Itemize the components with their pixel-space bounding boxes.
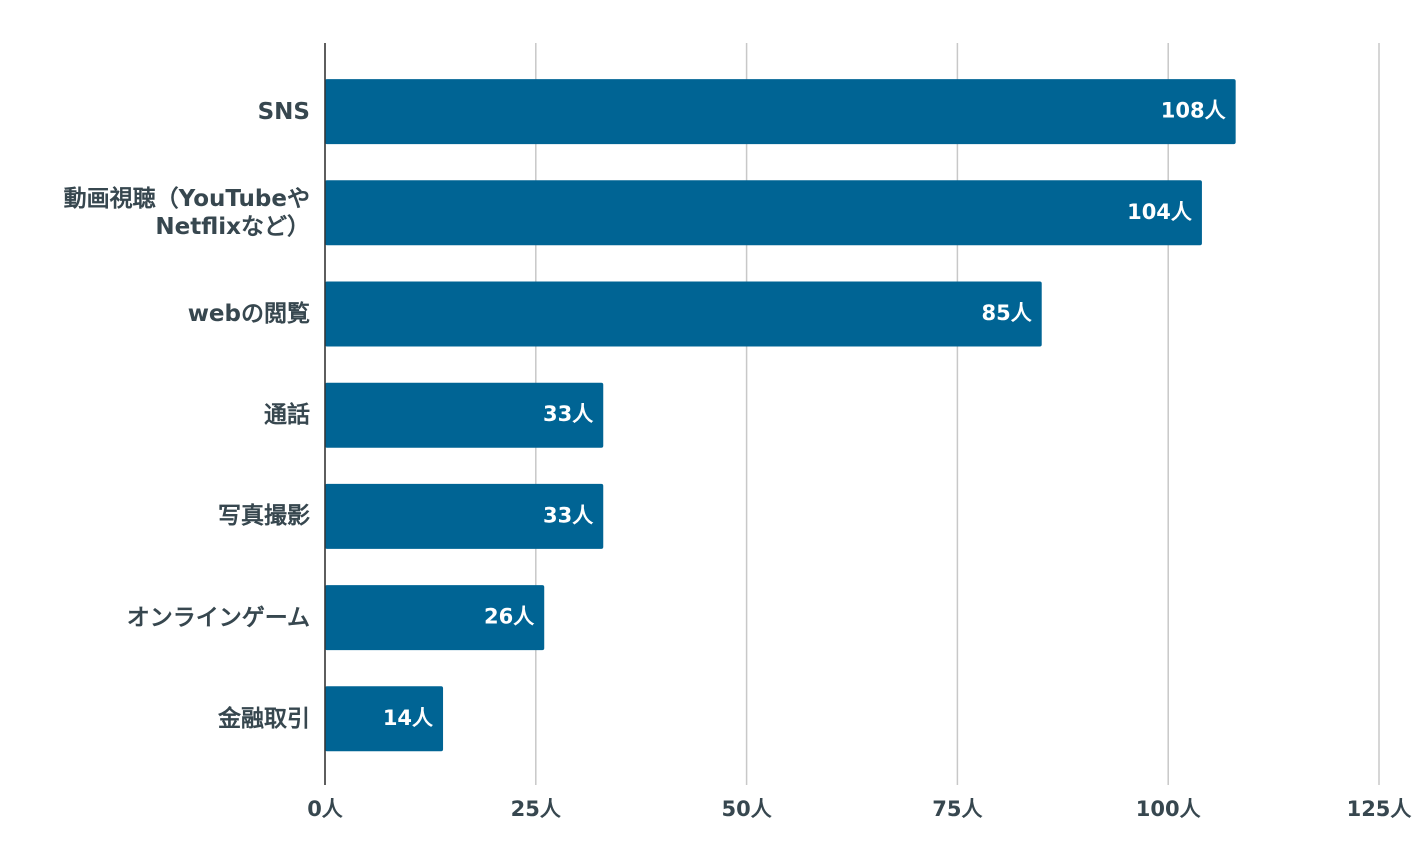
y-tick-label: 写真撮影	[218, 503, 310, 530]
bar	[325, 79, 1236, 145]
y-tick-label: 動画視聴（YouTubeやNetflixなど）	[63, 185, 310, 240]
y-tick-label: 通話	[264, 402, 310, 429]
bar	[325, 382, 604, 448]
y-tick-label: SNS	[257, 98, 310, 125]
y-tick-label: 金融取引	[218, 705, 310, 732]
x-tick-label: 125人	[1347, 797, 1412, 821]
data-label: 14人	[383, 706, 433, 730]
data-label: 33人	[543, 503, 593, 527]
data-label: 104人	[1127, 200, 1192, 224]
y-tick-label: オンラインゲーム	[126, 604, 310, 631]
bar	[325, 180, 1202, 246]
data-label: 26人	[484, 605, 534, 629]
data-label: 108人	[1161, 99, 1226, 123]
data-label: 33人	[543, 402, 593, 426]
x-tick-label: 25人	[511, 797, 561, 821]
bar	[325, 281, 1042, 347]
bar	[325, 686, 444, 752]
x-tick-label: 0人	[307, 797, 343, 821]
data-label: 85人	[981, 301, 1031, 325]
bar	[325, 585, 545, 651]
x-tick-label: 50人	[721, 797, 771, 821]
x-tick-label: 75人	[932, 797, 982, 821]
x-tick-label: 100人	[1136, 797, 1201, 821]
bar	[325, 483, 604, 549]
y-tick-label: webの閲覧	[187, 301, 310, 327]
